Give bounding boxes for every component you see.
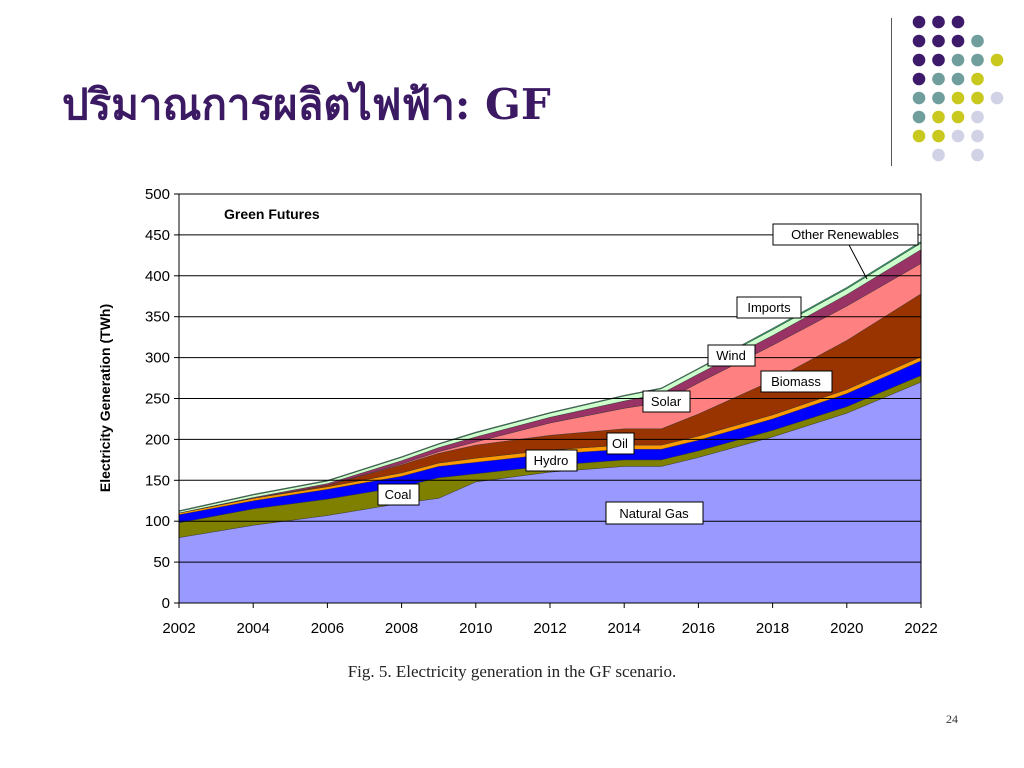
y-tick-label: 50 [153,554,170,571]
slide-title: ปริมาณการผลิตไฟฟ้า: GF [62,80,551,129]
decorative-dot [912,15,926,29]
decorative-dot [932,72,945,86]
decorative-dot [912,129,926,143]
decorative-dot [912,53,926,67]
label-wind: Wind [707,344,756,367]
x-tick-label: 2004 [237,620,270,637]
svg-text:Natural Gas: Natural Gas [619,506,689,521]
title-divider [891,18,892,166]
x-tick-label: 2006 [311,620,344,637]
decorative-dot [990,91,1004,105]
x-tick-label: 2002 [162,620,195,637]
chart-areas [178,241,922,604]
x-tick-label: 2014 [608,620,641,637]
decorative-dot [971,129,984,143]
label-hydro: Hydro [525,449,578,472]
label-natural-gas: Natural Gas [605,501,704,525]
decorative-dot [932,91,945,105]
y-tick-label: 250 [145,391,170,408]
y-tick-label: 150 [145,472,170,489]
decorative-dot [971,34,984,48]
decorative-dot [951,129,965,143]
svg-text:Imports: Imports [747,300,791,315]
svg-text:Coal: Coal [385,487,412,502]
decorative-dot [912,110,926,124]
area-chart: 2002 2004 2006 2008 2010 2012 2014 2016 2018 2020… [97,186,938,637]
x-tick-label: 2018 [756,620,789,637]
decorative-dot [971,148,984,162]
y-tick-label: 350 [145,309,170,326]
x-tick-label: 2016 [682,620,715,637]
decorative-dot [932,34,945,48]
decorative-dot-grid [912,15,1004,162]
label-oil: Oil [606,432,635,455]
decorative-dot [951,34,965,48]
decorative-dot [990,53,1004,67]
decorative-dot [951,53,965,67]
other-renewables-leader [847,242,868,280]
decorative-dot [932,148,945,162]
x-tick-label: 2012 [533,620,566,637]
svg-text:Solar: Solar [651,394,682,409]
label-coal: Coal [377,483,420,506]
y-axis-label: Electricity Generation (TWh) [97,304,113,492]
y-tick-label: 0 [162,595,170,612]
svg-text:Biomass: Biomass [771,374,821,389]
svg-text:Wind: Wind [716,348,746,363]
decorative-dot [951,91,965,105]
chart-title: Green Futures [224,206,320,222]
page-number: 24 [946,712,958,726]
x-tick-label: 2008 [385,620,418,637]
x-tick-label: 2010 [459,620,492,637]
decorative-dot [971,110,984,124]
x-axis-ticks: 2002 2004 2006 2008 2010 2012 2014 2016 2018 2020… [162,603,938,637]
decorative-dot [951,110,965,124]
x-tick-label: 2020 [830,620,863,637]
svg-text:Oil: Oil [612,436,628,451]
decorative-dot [912,72,926,86]
y-tick-label: 200 [145,431,170,448]
decorative-dot [932,110,945,124]
decorative-dot [951,72,965,86]
y-tick-label: 400 [145,268,170,285]
y-tick-label: 500 [145,186,170,203]
decorative-dot [912,34,926,48]
svg-text:Other Renewables: Other Renewables [791,227,899,242]
decorative-dot [912,91,926,105]
decorative-dot [951,15,965,29]
decorative-dot [971,91,984,105]
label-imports: Imports [736,296,802,319]
decorative-dot [971,53,984,67]
svg-text:Hydro: Hydro [534,453,569,468]
y-tick-label: 300 [145,350,170,367]
decorative-dot [932,53,945,67]
decorative-dot [971,72,984,86]
y-tick-label: 100 [145,513,170,530]
y-tick-label: 450 [145,227,170,244]
figure-caption: Fig. 5. Electricity generation in the GF… [347,662,677,681]
y-axis-ticks: 0 50 100 150 200 250 300 350 400 450 500 [145,186,179,612]
label-other-renewables: Other Renewables [772,223,919,246]
decorative-dot [932,129,945,143]
x-tick-label: 2022 [904,620,937,637]
label-solar: Solar [642,390,691,413]
decorative-dot [932,15,945,29]
label-biomass: Biomass [760,370,833,393]
